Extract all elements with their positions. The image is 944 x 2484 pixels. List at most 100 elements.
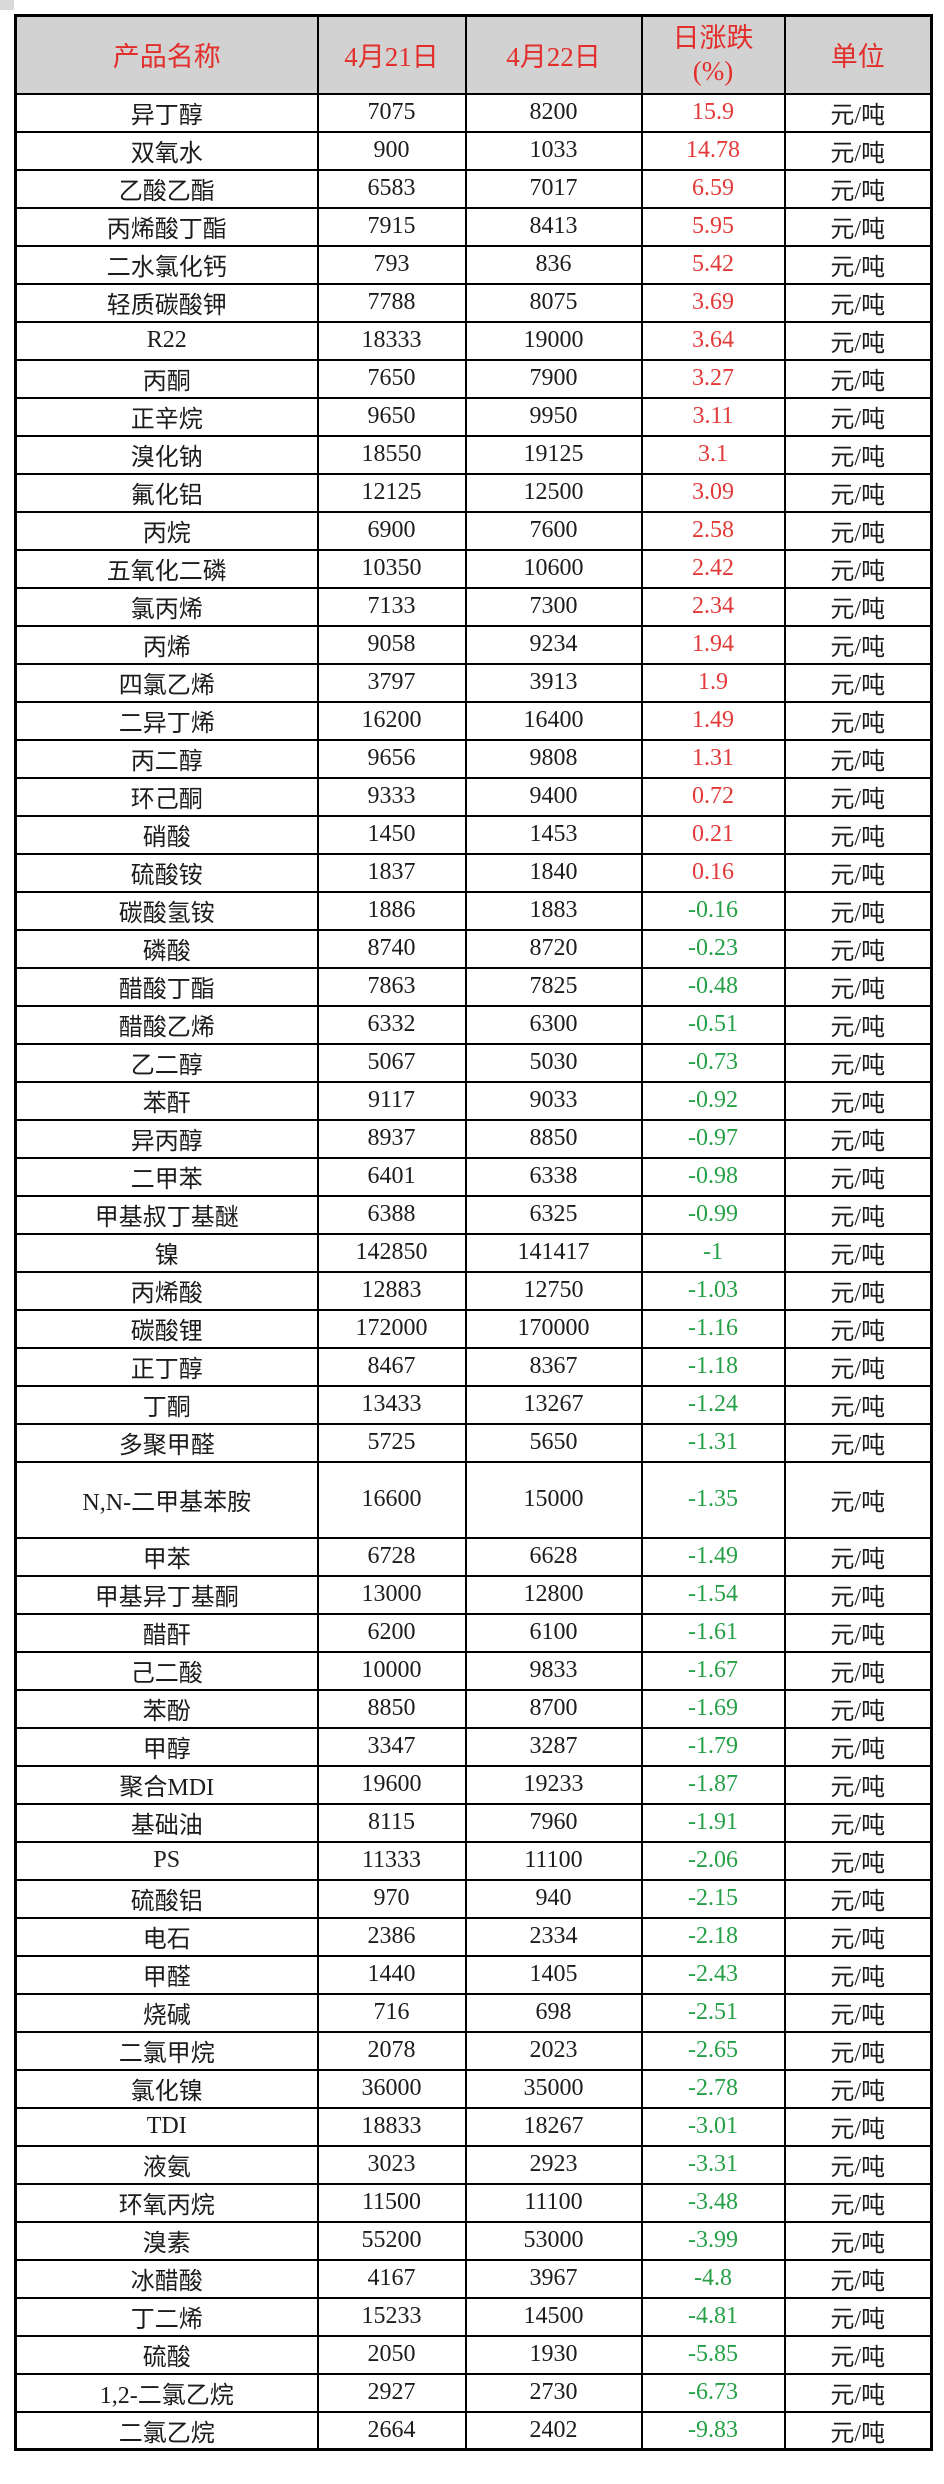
price-apr21-cell: 6583 <box>316 168 467 209</box>
price-apr22-cell: 2402 <box>464 2410 643 2451</box>
product-name-cell: 二甲苯 <box>14 1156 319 1197</box>
product-name-cell: 异丙醇 <box>14 1118 319 1159</box>
price-apr21-cell: 8115 <box>316 1802 467 1843</box>
product-name-cell: 电石 <box>14 1916 319 1957</box>
table-row: 丁酮 13433 13267 -1.24 元/吨 <box>14 1384 933 1425</box>
product-name-cell: 己二酸 <box>14 1650 319 1691</box>
daily-change-cell: -1.31 <box>640 1422 786 1463</box>
header-date-apr22: 4月22日 <box>464 14 643 95</box>
header-unit: 单位 <box>783 14 933 95</box>
price-apr22-cell: 836 <box>464 244 643 285</box>
price-apr21-cell: 6728 <box>316 1536 467 1577</box>
price-apr21-cell: 2078 <box>316 2030 467 2071</box>
table-row: 溴素 55200 53000 -3.99 元/吨 <box>14 2220 933 2261</box>
product-name-cell: N,N-二甲基苯胺 <box>14 1460 319 1539</box>
daily-change-cell: -3.99 <box>640 2220 786 2261</box>
table-row: 乙二醇 5067 5030 -0.73 元/吨 <box>14 1042 933 1083</box>
table-row: 醋酐 6200 6100 -1.61 元/吨 <box>14 1612 933 1653</box>
product-name-cell: 镍 <box>14 1232 319 1273</box>
product-name-cell: 甲醛 <box>14 1954 319 1995</box>
unit-cell: 元/吨 <box>783 1536 933 1577</box>
unit-cell: 元/吨 <box>783 2296 933 2337</box>
unit-cell: 元/吨 <box>783 662 933 703</box>
price-apr22-cell: 7600 <box>464 510 643 551</box>
product-name-cell: 二异丁烯 <box>14 700 319 741</box>
price-apr22-cell: 18267 <box>464 2106 643 2147</box>
price-apr21-cell: 8937 <box>316 1118 467 1159</box>
daily-change-cell: -1.79 <box>640 1726 786 1767</box>
price-apr22-cell: 2334 <box>464 1916 643 1957</box>
table-row: TDI 18833 18267 -3.01 元/吨 <box>14 2106 933 2147</box>
price-apr22-cell: 8720 <box>464 928 643 969</box>
product-name-cell: 丙烯酸 <box>14 1270 319 1311</box>
price-apr22-cell: 6325 <box>464 1194 643 1235</box>
product-name-cell: 硫酸铵 <box>14 852 319 893</box>
daily-change-cell: -0.48 <box>640 966 786 1007</box>
daily-change-cell: -1 <box>640 1232 786 1273</box>
price-apr22-cell: 16400 <box>464 700 643 741</box>
price-apr21-cell: 8740 <box>316 928 467 969</box>
table-row: 丙二醇 9656 9808 1.31 元/吨 <box>14 738 933 779</box>
price-apr21-cell: 3023 <box>316 2144 467 2185</box>
product-name-cell: 醋酸丁酯 <box>14 966 319 1007</box>
table-row: 二氯甲烷 2078 2023 -2.65 元/吨 <box>14 2030 933 2071</box>
table-row: 二异丁烯 16200 16400 1.49 元/吨 <box>14 700 933 741</box>
price-apr21-cell: 7788 <box>316 282 467 323</box>
unit-cell: 元/吨 <box>783 1726 933 1767</box>
price-apr21-cell: 18550 <box>316 434 467 475</box>
price-apr22-cell: 170000 <box>464 1308 643 1349</box>
product-name-cell: 正丁醇 <box>14 1346 319 1387</box>
table-row: 丁二烯 15233 14500 -4.81 元/吨 <box>14 2296 933 2337</box>
price-apr21-cell: 5725 <box>316 1422 467 1463</box>
price-apr21-cell: 12125 <box>316 472 467 513</box>
unit-cell: 元/吨 <box>783 130 933 171</box>
unit-cell: 元/吨 <box>783 472 933 513</box>
price-apr22-cell: 8700 <box>464 1688 643 1729</box>
price-apr22-cell: 1453 <box>464 814 643 855</box>
product-name-cell: 二水氯化钙 <box>14 244 319 285</box>
daily-change-cell: 0.72 <box>640 776 786 817</box>
table-row: 苯酚 8850 8700 -1.69 元/吨 <box>14 1688 933 1729</box>
unit-cell: 元/吨 <box>783 1156 933 1197</box>
table-row: 1,2-二氯乙烷 2927 2730 -6.73 元/吨 <box>14 2372 933 2413</box>
unit-cell: 元/吨 <box>783 2030 933 2071</box>
daily-change-cell: 3.09 <box>640 472 786 513</box>
daily-change-cell: -2.65 <box>640 2030 786 2071</box>
product-name-cell: 碳酸锂 <box>14 1308 319 1349</box>
price-apr21-cell: 16200 <box>316 700 467 741</box>
daily-change-cell: -9.83 <box>640 2410 786 2451</box>
daily-change-cell: -1.87 <box>640 1764 786 1805</box>
product-name-cell: 聚合MDI <box>14 1764 319 1805</box>
table-row: 异丙醇 8937 8850 -0.97 元/吨 <box>14 1118 933 1159</box>
daily-change-cell: -4.8 <box>640 2258 786 2299</box>
unit-cell: 元/吨 <box>783 2372 933 2413</box>
unit-cell: 元/吨 <box>783 1232 933 1273</box>
daily-change-cell: -0.73 <box>640 1042 786 1083</box>
table-row: 氯丙烯 7133 7300 2.34 元/吨 <box>14 586 933 627</box>
price-apr21-cell: 7915 <box>316 206 467 247</box>
daily-change-cell: 1.31 <box>640 738 786 779</box>
unit-cell: 元/吨 <box>783 1840 933 1881</box>
price-apr22-cell: 12800 <box>464 1574 643 1615</box>
unit-cell: 元/吨 <box>783 1080 933 1121</box>
unit-cell: 元/吨 <box>783 624 933 665</box>
product-name-cell: 四氯乙烯 <box>14 662 319 703</box>
daily-change-cell: -0.23 <box>640 928 786 969</box>
price-apr21-cell: 900 <box>316 130 467 171</box>
daily-change-cell: 3.64 <box>640 320 786 361</box>
table-row: 多聚甲醛 5725 5650 -1.31 元/吨 <box>14 1422 933 1463</box>
table-row: 丙烯酸 12883 12750 -1.03 元/吨 <box>14 1270 933 1311</box>
price-apr21-cell: 1450 <box>316 814 467 855</box>
unit-cell: 元/吨 <box>783 2182 933 2223</box>
product-name-cell: 环己酮 <box>14 776 319 817</box>
table-row: 己二酸 10000 9833 -1.67 元/吨 <box>14 1650 933 1691</box>
daily-change-cell: 1.49 <box>640 700 786 741</box>
product-name-cell: 溴素 <box>14 2220 319 2261</box>
product-name-cell: 双氧水 <box>14 130 319 171</box>
table-row: 甲醛 1440 1405 -2.43 元/吨 <box>14 1954 933 1995</box>
unit-cell: 元/吨 <box>783 1118 933 1159</box>
table-row: 轻质碳酸钾 7788 8075 3.69 元/吨 <box>14 282 933 323</box>
table-header: 产品名称 4月21日 4月22日 日涨跌 (%) 单位 <box>14 14 933 95</box>
price-apr22-cell: 14500 <box>464 2296 643 2337</box>
daily-change-cell: 3.27 <box>640 358 786 399</box>
